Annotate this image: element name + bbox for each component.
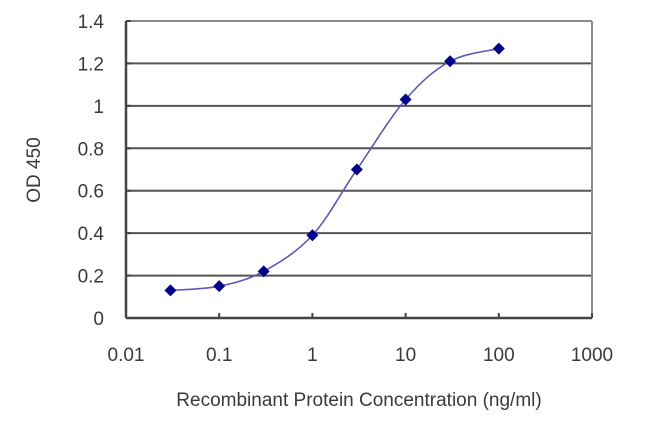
x-tick-label: 1: [307, 345, 318, 366]
series-line: [170, 47, 500, 292]
x-axis-tick-labels: 0.01 0.1 1 10 100 1000: [108, 345, 614, 366]
data-point-diamond: [164, 284, 177, 297]
x-tick-label: 0.1: [206, 345, 232, 366]
y-tick-label: 0.2: [78, 267, 104, 288]
axes: [124, 20, 593, 320]
data-series: [164, 42, 505, 297]
y-tick-label: 0.8: [78, 139, 104, 160]
y-tick-label: 1.4: [78, 12, 105, 33]
y-tick-label: 1: [93, 97, 104, 118]
y-tick-label: 1.2: [78, 54, 104, 75]
y-axis-title: OD 450: [24, 137, 45, 202]
x-axis-title: Recombinant Protein Concentration (ng/ml…: [176, 390, 541, 411]
y-tick-label: 0: [93, 309, 104, 330]
x-tick-label: 100: [483, 345, 515, 366]
y-tick-label: 0.4: [78, 224, 105, 245]
data-point-diamond: [306, 229, 319, 242]
data-point-diamond: [350, 163, 363, 176]
data-point-diamond: [492, 42, 505, 55]
data-point-diamond: [399, 93, 412, 106]
data-point-diamond: [444, 55, 457, 68]
data-point-diamond: [213, 280, 226, 293]
gridlines: [126, 20, 592, 277]
x-tick-label: 0.01: [108, 345, 145, 366]
y-tick-label: 0.6: [78, 182, 104, 203]
data-point-diamond: [257, 265, 270, 278]
y-axis-tick-labels: 0 0.2 0.4 0.6 0.8 1 1.2 1.4: [78, 12, 105, 330]
x-tick-label: 1000: [571, 345, 613, 366]
x-tick-label: 10: [395, 345, 416, 366]
